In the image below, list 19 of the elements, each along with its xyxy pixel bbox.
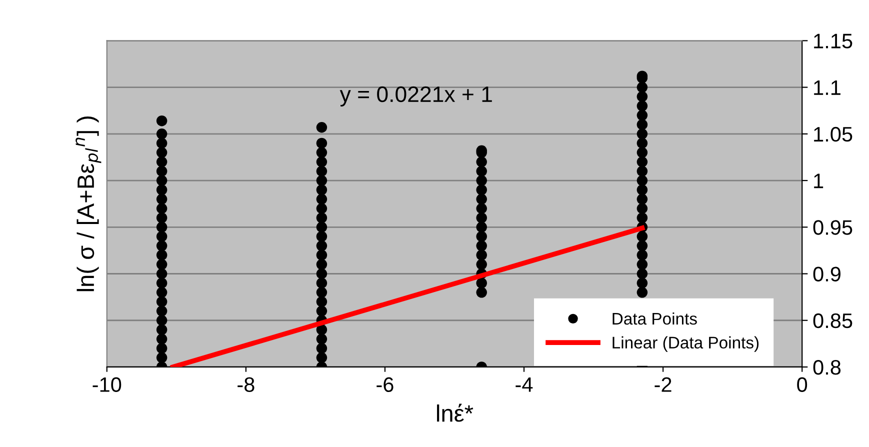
x-tick-label: -6 <box>376 377 394 392</box>
x-tick-label: -2 <box>654 377 672 392</box>
y-tick-label: 0.85 <box>813 313 852 328</box>
y-tick-label: 0.8 <box>813 360 841 375</box>
y-axis-title: ln( σ / [A+Bε$_{pl}$$^{n}$] ) <box>76 116 102 292</box>
y-tick-label: 0.9 <box>813 266 840 282</box>
x-axis-title: lnέ* <box>437 404 474 422</box>
y-tick-label: 1.15 <box>814 34 852 48</box>
annotation: y = 0.0221x + 1 <box>340 86 492 107</box>
y-tick-label: 1.05 <box>814 126 852 142</box>
y-tick-label: 0.95 <box>813 220 852 235</box>
x-tick-label: -8 <box>238 377 254 392</box>
x-tick-label: -10 <box>92 377 122 392</box>
x-tick-label: -4 <box>516 377 533 392</box>
legend-label: Data Points <box>612 312 697 325</box>
legend-label: Linear (Data Points) <box>612 336 759 352</box>
y-tick-label: 1.1 <box>814 80 840 95</box>
y-tick-label: 1 <box>814 174 824 188</box>
x-tick-label: 0 <box>797 377 808 392</box>
